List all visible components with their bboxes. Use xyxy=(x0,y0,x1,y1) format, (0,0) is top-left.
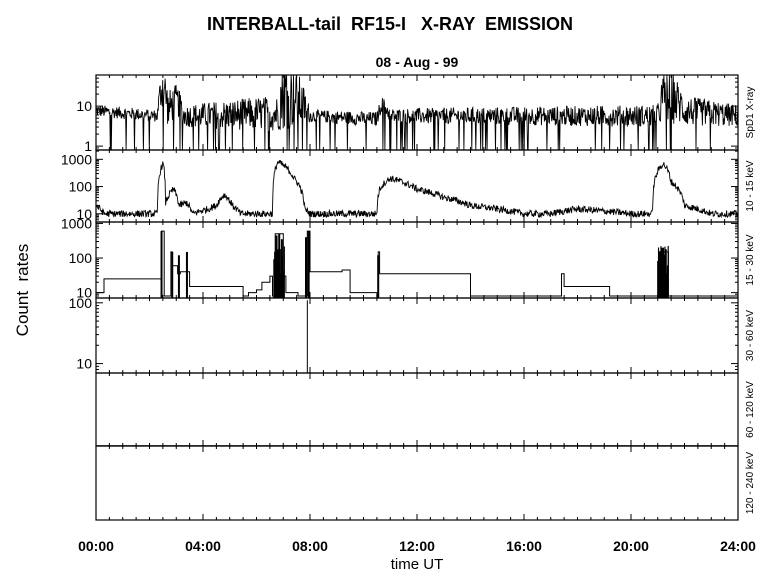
channel-label: 60 - 120 keV xyxy=(745,381,756,438)
series-step-line xyxy=(96,230,738,297)
x-axis-label: time UT xyxy=(390,556,444,573)
chart-subtitle: 08 - Aug - 99 xyxy=(375,54,459,70)
panel-frame xyxy=(95,445,739,521)
y-tick-label: 100 xyxy=(69,250,93,266)
y-tick-label: 1000 xyxy=(61,151,92,167)
y-tick-label: 10 xyxy=(76,98,92,114)
y-tick-label: 100 xyxy=(69,179,93,195)
channel-label: 30 - 60 keV xyxy=(745,310,756,361)
y-tick-label: 1 xyxy=(84,138,92,154)
channel-label: 15 - 30 keV xyxy=(745,234,756,285)
channel-label: 10 - 15 keV xyxy=(745,160,756,211)
x-tick-label: 00:00 xyxy=(78,538,114,554)
series-line xyxy=(96,75,738,150)
x-tick-label: 16:00 xyxy=(506,538,542,554)
y-tick-label: 10 xyxy=(76,356,92,372)
panel-series xyxy=(96,230,738,298)
panel-frame xyxy=(95,297,739,374)
panel-series xyxy=(96,159,738,219)
y-tick-label: 100 xyxy=(69,295,93,311)
channel-label: 120 - 240 keV xyxy=(745,452,756,515)
y-tick-label: 10 xyxy=(76,206,92,222)
x-tick-label: 12:00 xyxy=(399,538,435,554)
chart-title: INTERBALL-tail RF15-I X-RAY EMISSION xyxy=(206,14,574,34)
y-tick-label: 1000 xyxy=(61,215,92,231)
y-tick-label: 10 xyxy=(76,285,92,301)
panel-frame xyxy=(95,372,739,447)
x-tick-label: 08:00 xyxy=(292,538,328,554)
panel-series xyxy=(96,75,738,150)
channel-label: SpD1 X-ray xyxy=(745,87,756,139)
series-line xyxy=(96,159,738,219)
x-tick-label: 20:00 xyxy=(613,538,649,554)
x-tick-label: 04:00 xyxy=(185,538,221,554)
x-tick-label: 24:00 xyxy=(720,538,756,554)
